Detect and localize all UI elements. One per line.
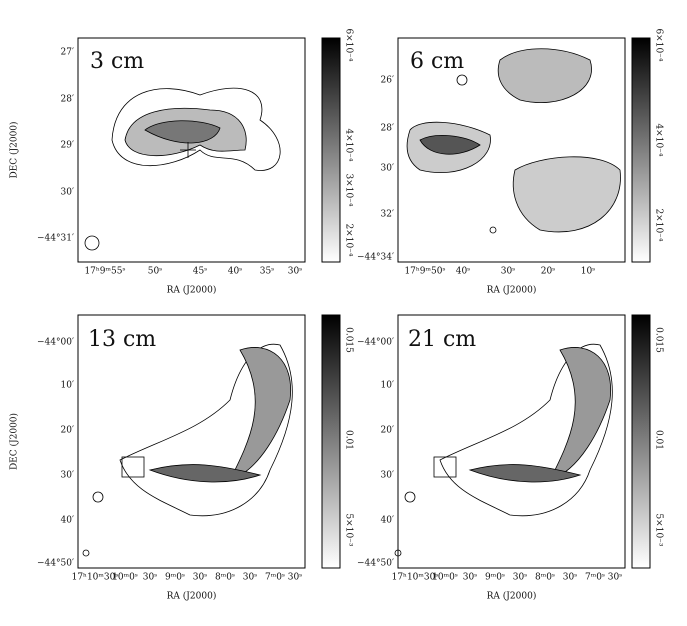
x-tick-label: 30ˢ bbox=[463, 573, 477, 583]
y-tick-label: −44°00′ bbox=[37, 338, 74, 348]
colorbar bbox=[631, 314, 651, 569]
map-frame bbox=[397, 37, 626, 263]
y-tick-label: −44°34′ bbox=[357, 253, 394, 263]
y-tick-label: −44°31′ bbox=[37, 234, 74, 244]
panel-label: 6 cm bbox=[410, 49, 464, 74]
colorbar-tick-label: 6×10⁻⁴ bbox=[654, 28, 664, 61]
colorbar bbox=[321, 37, 341, 263]
x-tick-label: 30ˢ bbox=[193, 573, 207, 583]
x-tick-label: 30ˢ bbox=[501, 267, 515, 277]
y-tick-label: 32′ bbox=[381, 210, 395, 220]
y-tick-label: 27′ bbox=[61, 48, 75, 58]
x-tick-label: 7ᵐ0ˢ bbox=[265, 573, 285, 583]
y-tick-label: 30′ bbox=[61, 471, 75, 481]
x-axis-label: RA (J2000) bbox=[487, 591, 537, 602]
map-frame bbox=[397, 314, 626, 569]
y-tick-label: 29′ bbox=[61, 141, 75, 151]
colorbar-tick-label: 0.01 bbox=[654, 430, 664, 450]
x-tick-label: 17ʰ9ᵐ55ˢ bbox=[84, 267, 125, 277]
colorbar bbox=[631, 37, 651, 263]
colorbar bbox=[321, 314, 341, 569]
y-tick-label: 40′ bbox=[61, 516, 75, 526]
x-tick-label: 7ᵐ0ˢ bbox=[585, 573, 605, 583]
x-tick-label: 40ˢ bbox=[456, 267, 470, 277]
x-tick-label: 30ˢ bbox=[563, 573, 577, 583]
y-tick-label: 28′ bbox=[381, 124, 395, 134]
x-tick-label: 17ʰ9ᵐ50ˢ bbox=[404, 267, 445, 277]
x-tick-label: 30ˢ bbox=[513, 573, 527, 583]
colorbar-tick-label: 4×10⁻⁴ bbox=[344, 128, 354, 161]
y-tick-label: 40′ bbox=[381, 516, 395, 526]
y-axis-label: DEC (J2000) bbox=[9, 413, 20, 470]
y-tick-label: 28′ bbox=[61, 95, 75, 105]
x-tick-label: 30ˢ bbox=[288, 267, 302, 277]
colorbar-tick-label: 4×10⁻⁴ bbox=[654, 123, 664, 156]
panel-label: 3 cm bbox=[90, 49, 144, 74]
x-tick-label: 45ˢ bbox=[193, 267, 207, 277]
map-frame bbox=[77, 37, 306, 263]
map-frame bbox=[77, 314, 306, 569]
x-axis-label: RA (J2000) bbox=[167, 285, 217, 296]
y-tick-label: 30′ bbox=[381, 471, 395, 481]
x-tick-label: 10ᵐ0ˢ bbox=[432, 573, 458, 583]
x-axis-label: RA (J2000) bbox=[167, 591, 217, 602]
x-tick-label: 35ˢ bbox=[260, 267, 274, 277]
panel-label: 13 cm bbox=[88, 327, 156, 352]
x-tick-label: 30ˢ bbox=[288, 573, 302, 583]
y-axis-label: DEC (J2000) bbox=[9, 121, 20, 178]
x-tick-label: 30ˢ bbox=[143, 573, 157, 583]
y-tick-label: 20′ bbox=[61, 426, 75, 436]
y-tick-label: 10′ bbox=[61, 381, 75, 391]
y-tick-label: −44°50′ bbox=[37, 559, 74, 569]
x-tick-label: 9ᵐ0ˢ bbox=[485, 573, 505, 583]
colorbar-tick-label: 5×10⁻³ bbox=[344, 513, 354, 546]
colorbar-tick-label: 3×10⁻⁴ bbox=[344, 173, 354, 206]
colorbar-tick-label: 6×10⁻⁴ bbox=[344, 28, 354, 61]
colorbar-tick-label: 0.01 bbox=[344, 430, 354, 450]
y-tick-label: 26′ bbox=[381, 76, 395, 86]
y-tick-label: 20′ bbox=[381, 426, 395, 436]
x-tick-label: 10ᵐ0ˢ bbox=[112, 573, 138, 583]
x-tick-label: 17ʰ10ᵐ30ˢ bbox=[72, 573, 119, 583]
x-tick-label: 20ˢ bbox=[541, 267, 555, 277]
colorbar-tick-label: 0.015 bbox=[654, 327, 664, 353]
x-tick-label: 8ᵐ0ˢ bbox=[535, 573, 555, 583]
x-tick-label: 30ˢ bbox=[608, 573, 622, 583]
y-tick-label: 30′ bbox=[61, 188, 75, 198]
y-tick-label: 30′ bbox=[381, 164, 395, 174]
colorbar-tick-label: 0.015 bbox=[344, 327, 354, 353]
x-tick-label: 8ᵐ0ˢ bbox=[215, 573, 235, 583]
panel-label: 21 cm bbox=[408, 327, 476, 352]
x-tick-label: 40ˢ bbox=[228, 267, 242, 277]
contours bbox=[82, 48, 621, 557]
x-tick-label: 10ˢ bbox=[581, 267, 595, 277]
y-tick-label: −44°00′ bbox=[357, 338, 394, 348]
x-tick-label: 17ʰ10ᵐ30ˢ bbox=[392, 573, 439, 583]
x-tick-label: 30ˢ bbox=[243, 573, 257, 583]
x-tick-label: 9ᵐ0ˢ bbox=[165, 573, 185, 583]
colorbar-tick-label: 2×10⁻⁴ bbox=[654, 208, 664, 241]
y-tick-label: −44°50′ bbox=[357, 559, 394, 569]
x-axis-label: RA (J2000) bbox=[487, 285, 537, 296]
y-tick-label: 10′ bbox=[381, 381, 395, 391]
colorbar-tick-label: 5×10⁻³ bbox=[654, 513, 664, 546]
x-tick-label: 50ˢ bbox=[148, 267, 162, 277]
colorbar-tick-label: 2×10⁻⁴ bbox=[344, 223, 354, 256]
